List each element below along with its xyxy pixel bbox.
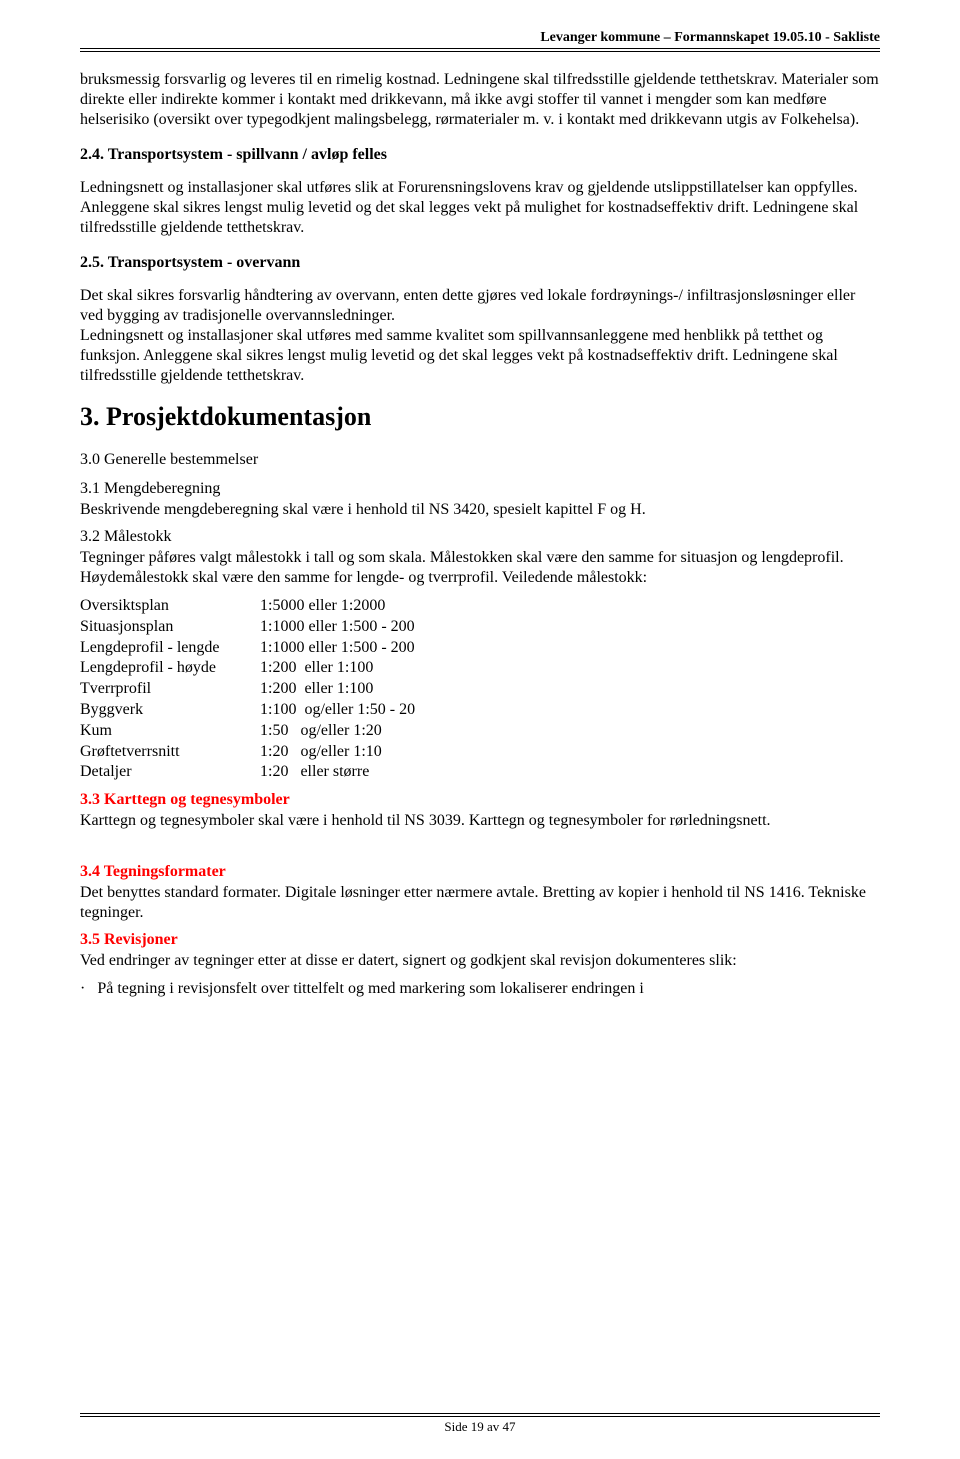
footer-page-number: Side 19 av 47 xyxy=(80,1419,880,1435)
scale-row: Tverrprofil1:200 eller 1:100 xyxy=(80,679,880,700)
page-footer: Side 19 av 47 xyxy=(80,1413,880,1435)
scale-label: Detaljer xyxy=(80,762,260,783)
heading-3-5: 3.5 Revisjoner xyxy=(80,931,880,949)
scale-label: Situasjonsplan xyxy=(80,617,260,638)
scale-row: Lengdeprofil - høyde1:200 eller 1:100 xyxy=(80,658,880,679)
scale-row: Detaljer1:20 eller større xyxy=(80,762,880,783)
scale-label: Tverrprofil xyxy=(80,679,260,700)
scale-value: 1:20 og/eller 1:10 xyxy=(260,742,382,763)
scale-value: 1:50 og/eller 1:20 xyxy=(260,721,382,742)
scale-value: 1:20 eller større xyxy=(260,762,369,783)
scale-row: Lengdeprofil - lengde1:1000 eller 1:500 … xyxy=(80,638,880,659)
scale-value: 1:1000 eller 1:500 - 200 xyxy=(260,638,415,659)
scale-label: Byggverk xyxy=(80,700,260,721)
heading-3: 3. Prosjektdokumentasjon xyxy=(80,402,880,432)
intro-paragraph: bruksmessig forsvarlig og leveres til en… xyxy=(80,70,880,130)
scale-label: Grøftetverrsnitt xyxy=(80,742,260,763)
paragraph-2-4: Ledningsnett og installasjoner skal utfø… xyxy=(80,178,880,238)
scale-label: Oversiktsplan xyxy=(80,596,260,617)
paragraph-3-2-intro: Tegninger påføres valgt målestokk i tall… xyxy=(80,548,880,588)
scale-label: Lengdeprofil - lengde xyxy=(80,638,260,659)
spacer xyxy=(80,847,880,859)
heading-3-1: 3.1 Mengdeberegning xyxy=(80,480,880,498)
scale-value: 1:1000 eller 1:500 - 200 xyxy=(260,617,415,638)
scale-value: 1:200 eller 1:100 xyxy=(260,658,373,679)
scale-label: Kum xyxy=(80,721,260,742)
header-rule xyxy=(80,48,880,52)
page: Levanger kommune – Formannskapet 19.05.1… xyxy=(0,0,960,1459)
heading-3-3: 3.3 Karttegn og tegnesymboler xyxy=(80,791,880,809)
scale-table: Oversiktsplan1:5000 eller 1:2000Situasjo… xyxy=(80,596,880,783)
paragraph-3-5-lead: Ved endringer av tegninger etter at diss… xyxy=(80,951,880,971)
paragraph-3-3: Karttegn og tegnesymboler skal være i he… xyxy=(80,811,880,831)
scale-value: 1:200 eller 1:100 xyxy=(260,679,373,700)
scale-row: Byggverk1:100 og/eller 1:50 - 20 xyxy=(80,700,880,721)
scale-row: Grøftetverrsnitt1:20 og/eller 1:10 xyxy=(80,742,880,763)
scale-row: Situasjonsplan1:1000 eller 1:500 - 200 xyxy=(80,617,880,638)
scale-value: 1:5000 eller 1:2000 xyxy=(260,596,385,617)
heading-2-5: 2.5. Transportsystem - overvann xyxy=(80,254,880,272)
page-header: Levanger kommune – Formannskapet 19.05.1… xyxy=(80,30,880,48)
scale-label: Lengdeprofil - høyde xyxy=(80,658,260,679)
heading-2-4: 2.4. Transportsystem - spillvann / avløp… xyxy=(80,146,880,164)
heading-3-0: 3.0 Generelle bestemmelser xyxy=(80,450,880,470)
heading-3-2: 3.2 Målestokk xyxy=(80,528,880,546)
scale-value: 1:100 og/eller 1:50 - 20 xyxy=(260,700,415,721)
heading-3-4: 3.4 Tegningsformater xyxy=(80,863,880,881)
scale-row: Kum1:50 og/eller 1:20 xyxy=(80,721,880,742)
paragraph-3-4: Det benyttes standard formater. Digitale… xyxy=(80,883,880,923)
paragraph-2-5: Det skal sikres forsvarlig håndtering av… xyxy=(80,286,880,386)
footer-rule xyxy=(80,1413,880,1417)
paragraph-3-1: Beskrivende mengdeberegning skal være i … xyxy=(80,500,880,520)
bullet-3-5-1: · På tegning i revisjonsfelt over tittel… xyxy=(80,979,880,999)
scale-row: Oversiktsplan1:5000 eller 1:2000 xyxy=(80,596,880,617)
